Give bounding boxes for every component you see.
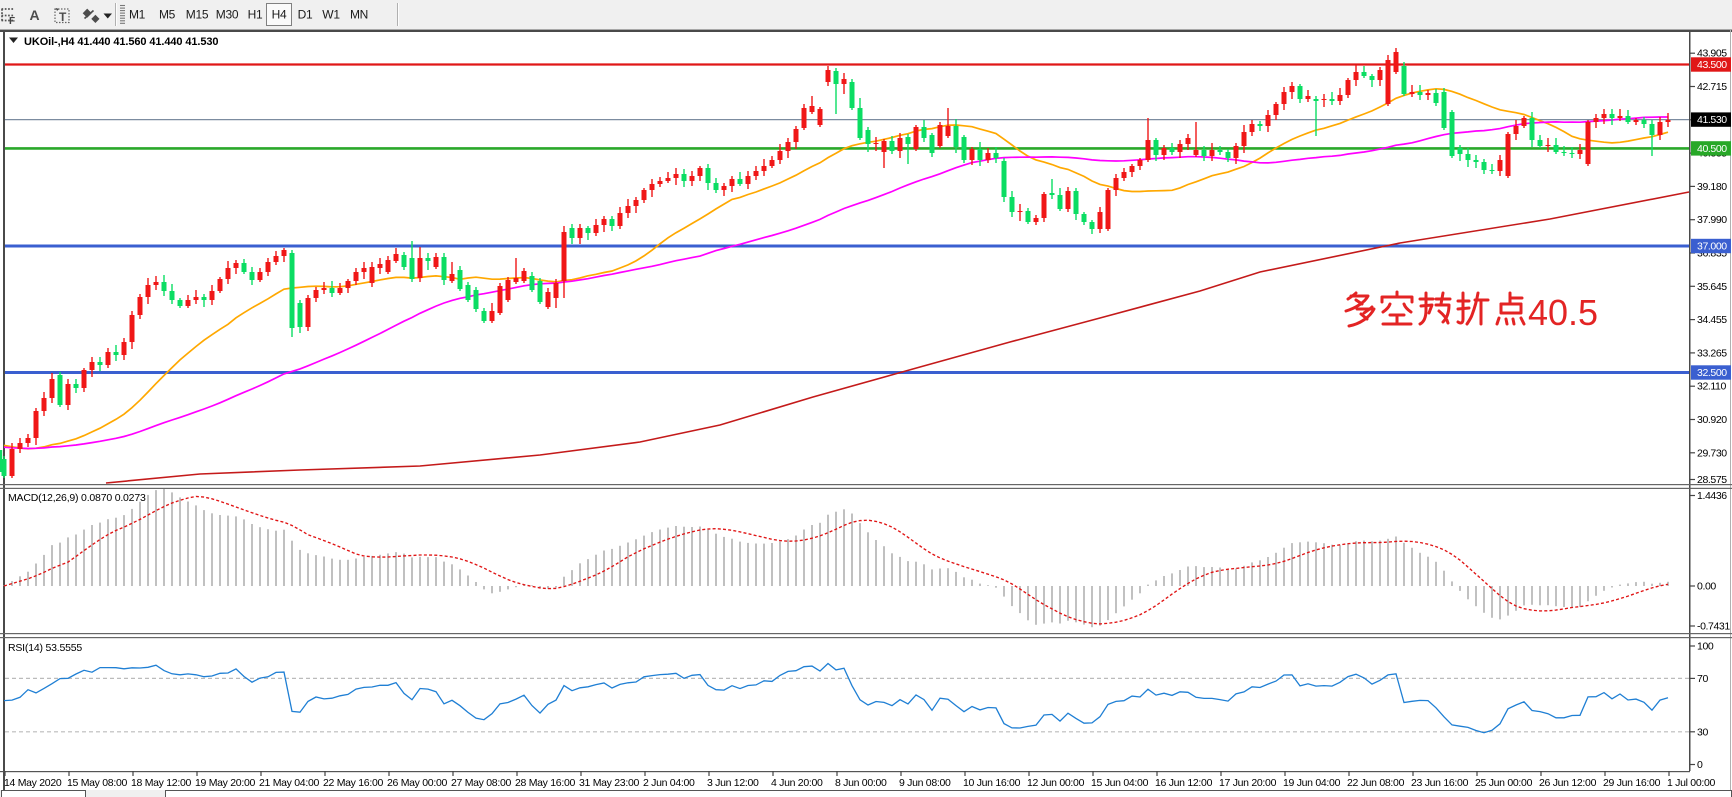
svg-text:26 May 00:00: 26 May 00:00: [387, 777, 447, 789]
svg-text:H4: H4: [272, 8, 287, 22]
svg-text:A: A: [30, 7, 40, 23]
svg-text:32.110: 32.110: [1697, 381, 1726, 393]
svg-text:RSI(14) 53.5555: RSI(14) 53.5555: [8, 642, 82, 654]
svg-text:23 Jun 16:00: 23 Jun 16:00: [1411, 777, 1469, 789]
svg-text:41.530: 41.530: [1697, 114, 1727, 126]
svg-text:D1: D1: [298, 8, 313, 22]
svg-text:43.905: 43.905: [1697, 48, 1727, 60]
svg-text:30: 30: [1697, 726, 1708, 738]
svg-text:28.575: 28.575: [1697, 474, 1727, 486]
svg-text:40.500: 40.500: [1697, 143, 1727, 155]
svg-text:26 Jun 12:00: 26 Jun 12:00: [1539, 777, 1597, 789]
svg-text:15 Jun 04:00: 15 Jun 04:00: [1091, 777, 1149, 789]
svg-text:19 Jun 04:00: 19 Jun 04:00: [1283, 777, 1341, 789]
svg-text:0: 0: [1697, 759, 1703, 771]
svg-text:F: F: [9, 16, 15, 27]
svg-text:4 Jun 20:00: 4 Jun 20:00: [771, 777, 823, 789]
svg-text:10 Jun 16:00: 10 Jun 16:00: [963, 777, 1021, 789]
svg-text:MN: MN: [350, 8, 368, 22]
svg-text:14 May 2020: 14 May 2020: [4, 777, 62, 789]
svg-text:35.645: 35.645: [1697, 281, 1727, 293]
svg-text:37.000: 37.000: [1697, 241, 1727, 253]
svg-text:34.455: 34.455: [1697, 314, 1727, 326]
svg-text:M15: M15: [186, 8, 209, 22]
svg-text:UKOil-,H4 41.440 41.560 41.44: UKOil-,H4 41.440 41.560 41.440 41.530: [24, 36, 218, 48]
svg-text:16 Jun 12:00: 16 Jun 12:00: [1155, 777, 1213, 789]
svg-text:M5: M5: [159, 8, 176, 22]
svg-text:40.5: 40.5: [1528, 292, 1598, 333]
svg-text:M1: M1: [129, 8, 146, 22]
svg-text:2 Jun 04:00: 2 Jun 04:00: [643, 777, 695, 789]
svg-text:15 May 08:00: 15 May 08:00: [67, 777, 127, 789]
svg-text:22 Jun 08:00: 22 Jun 08:00: [1347, 777, 1405, 789]
svg-text:M30: M30: [216, 8, 239, 22]
svg-text:MACD(12,26,9) 0.0870 0.0273: MACD(12,26,9) 0.0870 0.0273: [8, 492, 146, 504]
svg-text:1 Jul 00:00: 1 Jul 00:00: [1667, 777, 1716, 789]
svg-text:H1: H1: [248, 8, 263, 22]
svg-text:32.500: 32.500: [1697, 367, 1727, 379]
svg-text:42.715: 42.715: [1697, 81, 1727, 93]
svg-text:70: 70: [1697, 673, 1708, 685]
svg-text:3 Jun 12:00: 3 Jun 12:00: [707, 777, 759, 789]
svg-text:19 May 20:00: 19 May 20:00: [195, 777, 255, 789]
svg-text:22 May 16:00: 22 May 16:00: [323, 777, 383, 789]
svg-text:25 Jun 00:00: 25 Jun 00:00: [1475, 777, 1533, 789]
svg-text:21 May 04:00: 21 May 04:00: [259, 777, 319, 789]
svg-text:43.500: 43.500: [1697, 59, 1727, 71]
svg-text:29.730: 29.730: [1697, 447, 1727, 459]
svg-text:-0.7431: -0.7431: [1697, 621, 1730, 633]
svg-text:18 May 12:00: 18 May 12:00: [131, 777, 191, 789]
svg-text:T: T: [59, 10, 67, 24]
svg-text:1.4436: 1.4436: [1697, 490, 1727, 502]
svg-text:W1: W1: [322, 8, 340, 22]
svg-text:28 May 16:00: 28 May 16:00: [515, 777, 575, 789]
svg-text:12 Jun 00:00: 12 Jun 00:00: [1027, 777, 1085, 789]
svg-text:27 May 08:00: 27 May 08:00: [451, 777, 511, 789]
svg-text:17 Jun 20:00: 17 Jun 20:00: [1219, 777, 1277, 789]
svg-text:37.990: 37.990: [1697, 214, 1727, 226]
svg-text:39.180: 39.180: [1697, 181, 1727, 193]
svg-text:31 May 23:00: 31 May 23:00: [579, 777, 639, 789]
svg-text:100: 100: [1697, 641, 1714, 653]
svg-text:33.265: 33.265: [1697, 347, 1727, 359]
svg-text:29 Jun 16:00: 29 Jun 16:00: [1603, 777, 1661, 789]
svg-text:30.920: 30.920: [1697, 414, 1727, 426]
svg-text:9 Jun 08:00: 9 Jun 08:00: [899, 777, 951, 789]
svg-text:8 Jun 00:00: 8 Jun 00:00: [835, 777, 887, 789]
svg-text:0.00: 0.00: [1697, 581, 1716, 593]
